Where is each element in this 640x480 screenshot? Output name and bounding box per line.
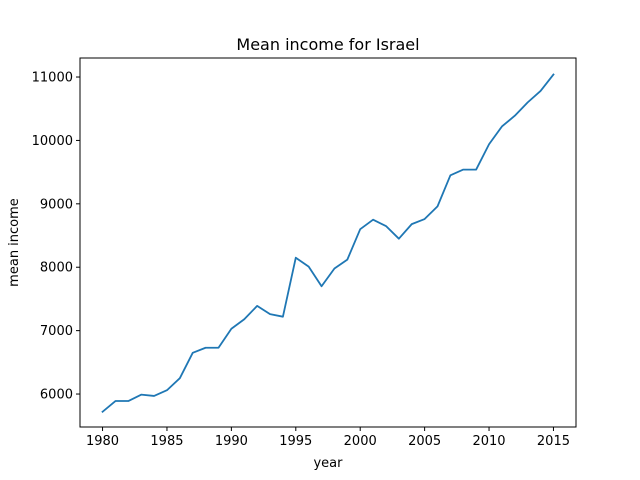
y-tick-label: 6000 xyxy=(40,388,73,403)
x-tick-label: 1995 xyxy=(279,434,312,449)
series-line xyxy=(101,73,555,414)
y-tick-label: 7000 xyxy=(40,324,73,339)
x-tick-label: 2015 xyxy=(537,434,570,449)
x-tick-label: 1990 xyxy=(215,434,248,449)
chart-title: Mean income for Israel xyxy=(236,35,419,54)
x-axis-label: year xyxy=(313,456,343,471)
series-layer xyxy=(101,73,555,414)
x-tick-label: 2010 xyxy=(472,434,505,449)
y-tick-label: 11000 xyxy=(32,71,73,86)
x-axis: 1980 1985 1990 1995 2000 2005 2010 2015 xyxy=(86,427,570,449)
x-tick-label: 1980 xyxy=(86,434,119,449)
y-axis: 6000 7000 8000 9000 10000 11000 xyxy=(32,71,80,403)
x-tick-label: 2005 xyxy=(408,434,441,449)
plot-area-frame xyxy=(79,57,577,428)
y-tick-label: 9000 xyxy=(40,197,73,212)
y-tick-label: 8000 xyxy=(40,261,73,276)
x-tick-label: 2000 xyxy=(344,434,377,449)
x-tick-label: 1985 xyxy=(150,434,183,449)
y-tick-label: 10000 xyxy=(32,134,73,149)
y-axis-label: mean income xyxy=(7,198,22,287)
